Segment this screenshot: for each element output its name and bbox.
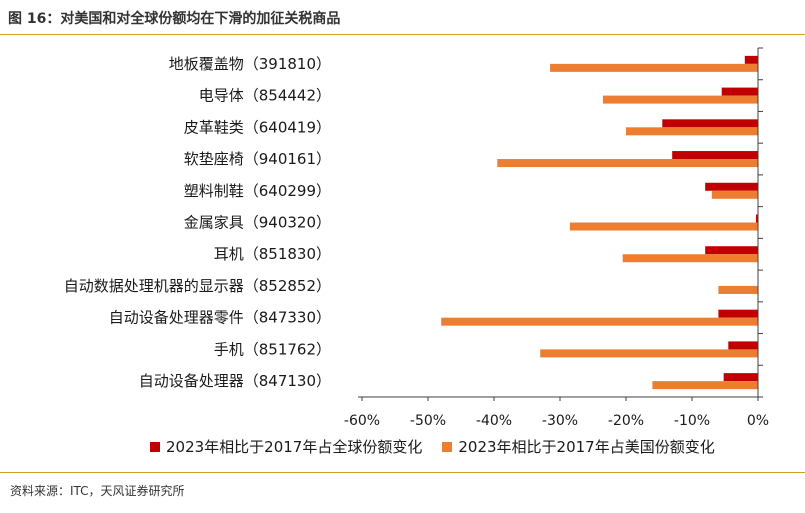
bar-us-5	[569, 222, 758, 231]
bar-us-1	[602, 95, 758, 104]
bar-us-3	[497, 159, 758, 168]
bar-us-2	[626, 127, 758, 136]
category-label-5: 金属家具（940320）	[184, 214, 331, 232]
category-label-8: 自动设备处理器零件（847330）	[109, 309, 331, 327]
category-label-9: 手机（851762）	[214, 340, 331, 358]
category-label-6: 耳机（851830）	[214, 245, 331, 263]
figure-title: 图 16：对美国和对全球份额均在下滑的加征关税商品	[8, 11, 341, 27]
x-tick-label-5: -10%	[674, 413, 710, 429]
legend-label-1: 2023年相比于2017年占美国份额变化	[458, 438, 715, 456]
bar-global-4	[705, 182, 758, 191]
bar-global-2	[662, 119, 758, 128]
x-tick-label-0: -60%	[344, 413, 380, 429]
bar-global-9	[728, 341, 758, 350]
legend: 2023年相比于2017年占全球份额变化 2023年相比于2017年占美国份额变化	[150, 436, 735, 457]
category-label-3: 软垫座椅（940161）	[184, 150, 331, 168]
category-label-2: 皮革鞋类（640419）	[184, 118, 331, 136]
bar-global-10	[723, 373, 758, 382]
category-label-10: 自动设备处理器（847130）	[139, 372, 331, 390]
x-tick-label-1: -50%	[410, 413, 446, 429]
source-note: 资料来源：ITC，天风证券研究所	[10, 484, 185, 498]
category-label-1: 电导体（854442）	[199, 87, 331, 105]
bar-us-10	[652, 381, 758, 390]
bar-us-4	[711, 190, 758, 199]
title-divider	[0, 34, 805, 35]
bar-global-5	[756, 214, 758, 223]
bar-us-9	[540, 349, 758, 358]
bar-us-0	[550, 63, 758, 72]
bar-chart: 地板覆盖物（391810） 电导体（854442） 皮革鞋类（640419） 软垫座椅…	[64, 47, 769, 429]
x-tick-label-4: -20%	[608, 413, 644, 429]
category-label-0: 地板覆盖物（391810）	[169, 55, 331, 73]
legend-item-0: 2023年相比于2017年占全球份额变化	[150, 436, 422, 457]
category-label-7: 自动数据处理机器的显示器（852852）	[64, 277, 331, 295]
bar-global-0	[744, 55, 758, 64]
bar-us-6	[622, 254, 758, 263]
bar-global-3	[672, 151, 758, 160]
bottom-divider	[0, 472, 805, 473]
legend-item-1: 2023年相比于2017年占美国份额变化	[442, 436, 715, 457]
bar-global-6	[705, 246, 758, 255]
bar-global-1	[721, 87, 758, 96]
bar-global-8	[718, 309, 758, 318]
legend-swatch-1	[442, 441, 453, 452]
bar-us-8	[441, 317, 758, 326]
bar-us-7	[718, 285, 758, 294]
x-tick-label-2: -40%	[476, 413, 512, 429]
category-label-4: 塑料制鞋（640299）	[184, 182, 331, 200]
x-tick-label-3: -30%	[542, 413, 578, 429]
legend-swatch-0	[150, 441, 160, 452]
x-tick-label-6: 0%	[747, 413, 769, 429]
legend-label-0: 2023年相比于2017年占全球份额变化	[166, 438, 423, 456]
